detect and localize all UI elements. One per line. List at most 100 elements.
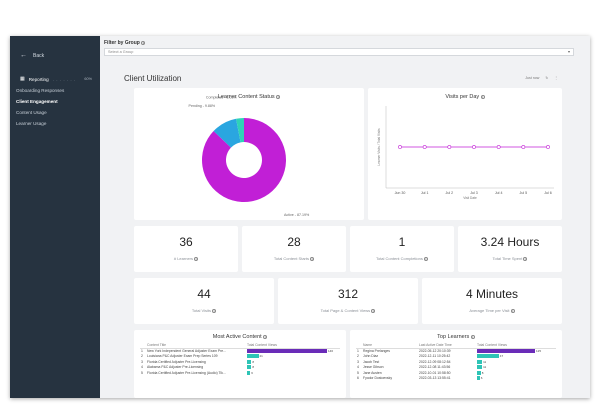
column-header[interactable]: Last Active Date Time [418, 343, 476, 349]
back-link[interactable]: ← Back [20, 52, 44, 59]
kpi-label: Total Content Completions i [350, 256, 454, 261]
info-icon[interactable]: i [212, 309, 217, 314]
data-point[interactable] [472, 145, 476, 149]
table-row[interactable]: 1 New York Independent General Adjuster E… [140, 348, 340, 354]
sidebar-item-reporting[interactable]: ▦ Reporting . . . . . . . 60% [10, 74, 100, 85]
table-row[interactable]: 3 Florida Certified Adjuster Pre-Licensin… [140, 359, 340, 365]
table-row[interactable]: 3 Jacob Test 2022-12-09 08:12:54 11 [356, 359, 556, 365]
data-point[interactable] [521, 145, 526, 149]
progress-percent: 60% [84, 77, 92, 81]
group-select[interactable]: Select a Group ▾ [104, 48, 574, 56]
info-icon[interactable]: i [480, 94, 485, 99]
sidebar: ← Back ▦ Reporting . . . . . . . 60% Onb… [10, 36, 100, 398]
row-number: 1 [141, 349, 143, 353]
info-icon[interactable]: i [470, 334, 475, 339]
views-cell: 6 [246, 370, 340, 376]
kpi-label-text: Total Visits [191, 308, 211, 314]
visits-line-chart: Jun 30 Jul 1 Jul 2 Jul 3 Jul 4 Jul 5 Jul 6 Visi… [377, 106, 554, 200]
more-icon[interactable]: ⋮ [554, 76, 558, 80]
views-value: 8 [252, 359, 255, 364]
slice-label: Pending - 9.88% [189, 104, 216, 108]
kpi-card: 1 Total Content Completions i [350, 226, 454, 272]
kpi-card: 3.24 Hours Total Time Spent i [458, 226, 562, 272]
views-value: 21 [259, 354, 263, 359]
column-header[interactable]: Content Title [146, 343, 246, 349]
row-number: 5 [141, 370, 143, 375]
sidebar-item-label: Reporting [28, 77, 49, 82]
data-point[interactable] [496, 145, 501, 149]
table-row[interactable]: 2 Louisiana P&C Adjuster Exam Prep Series… [140, 354, 340, 360]
data-point[interactable] [546, 145, 550, 149]
info-icon[interactable]: i [523, 257, 528, 262]
sidebar-item-label: Learner Usage [16, 121, 47, 126]
donut-slice-active[interactable] [202, 118, 286, 202]
table-row[interactable]: 4 Jesse Gibson 2022-12-08 11:43:56 11 [356, 365, 556, 371]
sidebar-nav: ▦ Reporting . . . . . . . 60% Onboarding… [10, 74, 100, 129]
table-row[interactable]: 2 John Diaz 2022-12-11 10:25:42 47 [356, 354, 556, 360]
views-cell: 8 [246, 359, 340, 365]
kpi-value: 44 [197, 287, 211, 302]
sidebar-item-content-usage[interactable]: Content Usage [10, 107, 100, 118]
card-title: Learner Content Status i [134, 94, 364, 100]
column-header[interactable]: Total Content Views [476, 343, 556, 349]
info-icon[interactable]: i [510, 309, 515, 314]
chevron-down-icon: ▾ [567, 49, 570, 54]
card-title-text: Visits per Day [445, 94, 480, 100]
sidebar-item-onboarding-responses[interactable]: Onboarding Responses [10, 85, 100, 96]
sidebar-item-client-engagement[interactable]: Client Engagement [10, 96, 100, 107]
kpi-value: 1 [398, 235, 406, 250]
info-icon[interactable]: i [276, 94, 281, 99]
kpi-label-text: Average Time per Visit [469, 308, 510, 314]
row-number: 4 [141, 365, 143, 370]
sidebar-item-label: Content Usage [16, 110, 47, 115]
views-value: 146 [328, 348, 334, 353]
card-title-text: Most Active Content [212, 334, 262, 340]
row-number: 3 [141, 359, 143, 364]
table-row[interactable]: 5 Jane Austen 2022-10-01 10:58:50 8 [356, 370, 556, 376]
card-title: Top Learners i [350, 334, 562, 340]
data-point[interactable] [398, 145, 402, 149]
slice-label: Completed - 3.03% [206, 95, 238, 99]
table-row[interactable]: 5 Florida Certified Adjuster Pre-Licensin… [140, 370, 340, 376]
kpi-label: Total Time Spent i [458, 256, 562, 261]
sidebar-item-learner-usage[interactable]: Learner Usage [10, 118, 100, 129]
kpi-value: 28 [287, 235, 301, 250]
x-tick-label: Jul 3 [470, 191, 478, 195]
row-number: 6 [357, 376, 359, 381]
kpi-card: 44 Total Visits i [134, 278, 274, 324]
donut-slice-pending[interactable] [213, 118, 241, 148]
views-value: 11 [483, 365, 487, 370]
column-header[interactable]: Total Content Views [246, 343, 340, 349]
card-title: Visits per Day i [368, 94, 562, 100]
info-icon[interactable]: i [194, 257, 199, 262]
top-learners-card: Top Learners i Name Last Active Date Tim… [350, 330, 562, 398]
views-value: 8 [481, 370, 484, 375]
info-icon[interactable]: i [263, 334, 268, 339]
x-tick-label: Jul 5 [520, 191, 528, 195]
views-value: 6 [251, 370, 253, 375]
column-header[interactable]: Name [362, 343, 418, 349]
info-icon[interactable]: i [141, 40, 146, 45]
table-row[interactable]: 1 Regina Prelanges 2022-05-12 20:10:39 125 [356, 348, 556, 354]
donut-slice-completed[interactable] [236, 118, 244, 143]
info-icon[interactable]: i [310, 257, 315, 262]
refresh-icon[interactable]: ↻ [545, 76, 549, 80]
table-row[interactable]: 4 Alabama P&C Adjuster Pre-Licensing 8 [140, 365, 340, 371]
kpi-card: 4 Minutes Average Time per Visit i [422, 278, 562, 324]
views-cell: 8 [476, 370, 556, 376]
data-point[interactable] [447, 145, 452, 149]
filter-label: Filter by Group i [104, 40, 146, 46]
views-cell: 125 [476, 348, 556, 354]
views-bar [247, 349, 327, 354]
info-icon[interactable]: i [371, 309, 376, 314]
kpi-card: 36 # Learners i [134, 226, 238, 272]
data-point[interactable] [422, 145, 427, 149]
page-title: Client Utilization [124, 74, 182, 83]
table-row[interactable]: 6 Fyodor Dostoevsky 2022-03-13 13:55:41 6 [356, 376, 556, 382]
views-value: 125 [536, 348, 542, 353]
kpi-label: Average Time per Visit i [422, 308, 562, 313]
learner-name: Fyodor Dostoevsky [363, 376, 393, 381]
info-icon[interactable]: i [424, 257, 429, 262]
sidebar-item-label: Onboarding Responses [16, 88, 65, 93]
slice-label: Active - 87.19% [284, 213, 310, 217]
